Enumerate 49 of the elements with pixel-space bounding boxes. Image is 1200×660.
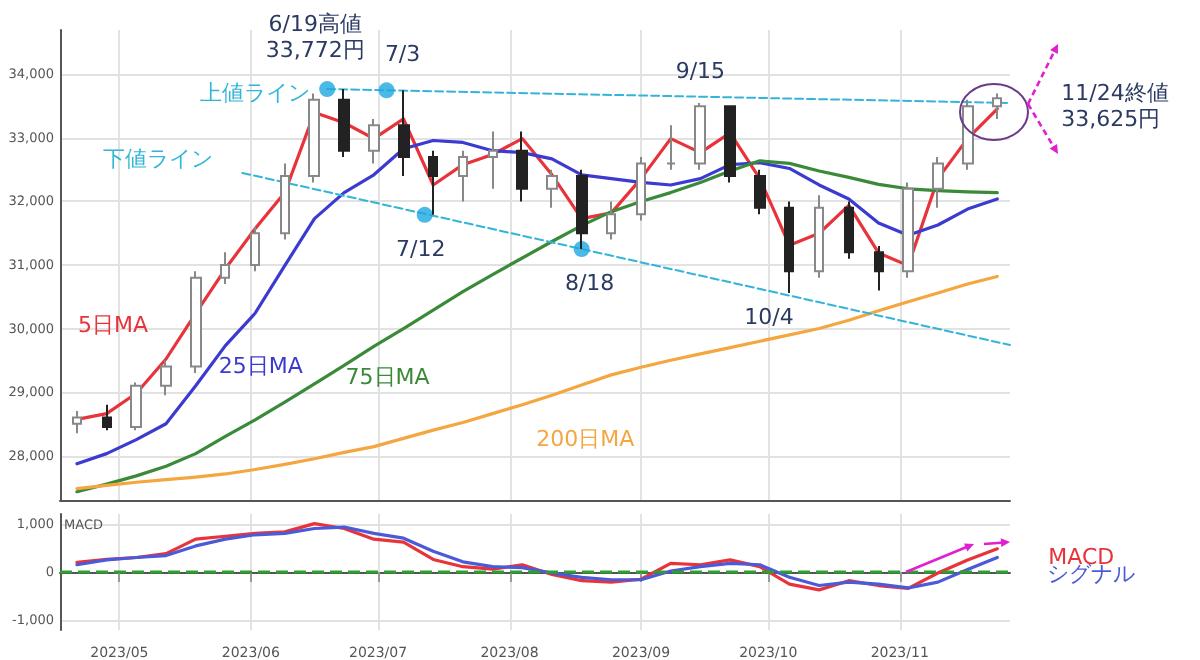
series-label: 75日MA (345, 363, 431, 390)
candlestick (280, 162, 290, 241)
point (573, 241, 590, 258)
candlestick (992, 92, 1002, 120)
series-label: 下値ライン (103, 145, 214, 172)
candlestick (72, 410, 82, 435)
annotation: 7/12 (396, 235, 446, 262)
candlestick (516, 130, 528, 203)
series-label: 5日MA (77, 312, 149, 339)
annotation: 8/18 (564, 270, 615, 297)
annotation: 6/19高値 33,772円 (265, 10, 365, 63)
point (416, 206, 433, 223)
candlestick (428, 149, 438, 216)
candlestick (488, 130, 498, 190)
candlestick (368, 117, 380, 165)
candlestick (546, 168, 558, 209)
candlestick (458, 149, 468, 203)
candlestick (874, 244, 884, 292)
candlestick (724, 105, 736, 184)
candlestick (814, 194, 824, 279)
candlestick (190, 270, 202, 374)
candlestick (338, 87, 350, 159)
candlestick (962, 98, 974, 171)
point (378, 82, 395, 99)
annotation: 11/24終値 33,625円 (1061, 80, 1169, 133)
series-label: 200日MA (536, 425, 636, 452)
candlestick (102, 403, 112, 432)
candlestick (160, 359, 172, 397)
candlestick (398, 89, 410, 178)
line-series (75, 274, 999, 491)
series-label: 上値ライン (200, 80, 311, 107)
candlestick (902, 181, 914, 279)
candlestick (220, 251, 230, 286)
annotation: 7/3 (384, 41, 421, 68)
annotation: 9/15 (675, 58, 726, 85)
candlestick (130, 381, 142, 432)
annotation: 10/4 (744, 303, 794, 330)
candlestick (784, 200, 794, 294)
candlestick (308, 92, 320, 184)
series-label: 25日MA (218, 352, 304, 379)
candlestick (636, 156, 646, 222)
candlestick (694, 102, 706, 171)
candlestick (844, 200, 854, 260)
candlestick (606, 200, 616, 241)
point (319, 81, 336, 98)
candlestick (754, 168, 766, 216)
candlestick (666, 124, 676, 171)
candlestick (250, 225, 260, 273)
candlestick (932, 156, 944, 209)
